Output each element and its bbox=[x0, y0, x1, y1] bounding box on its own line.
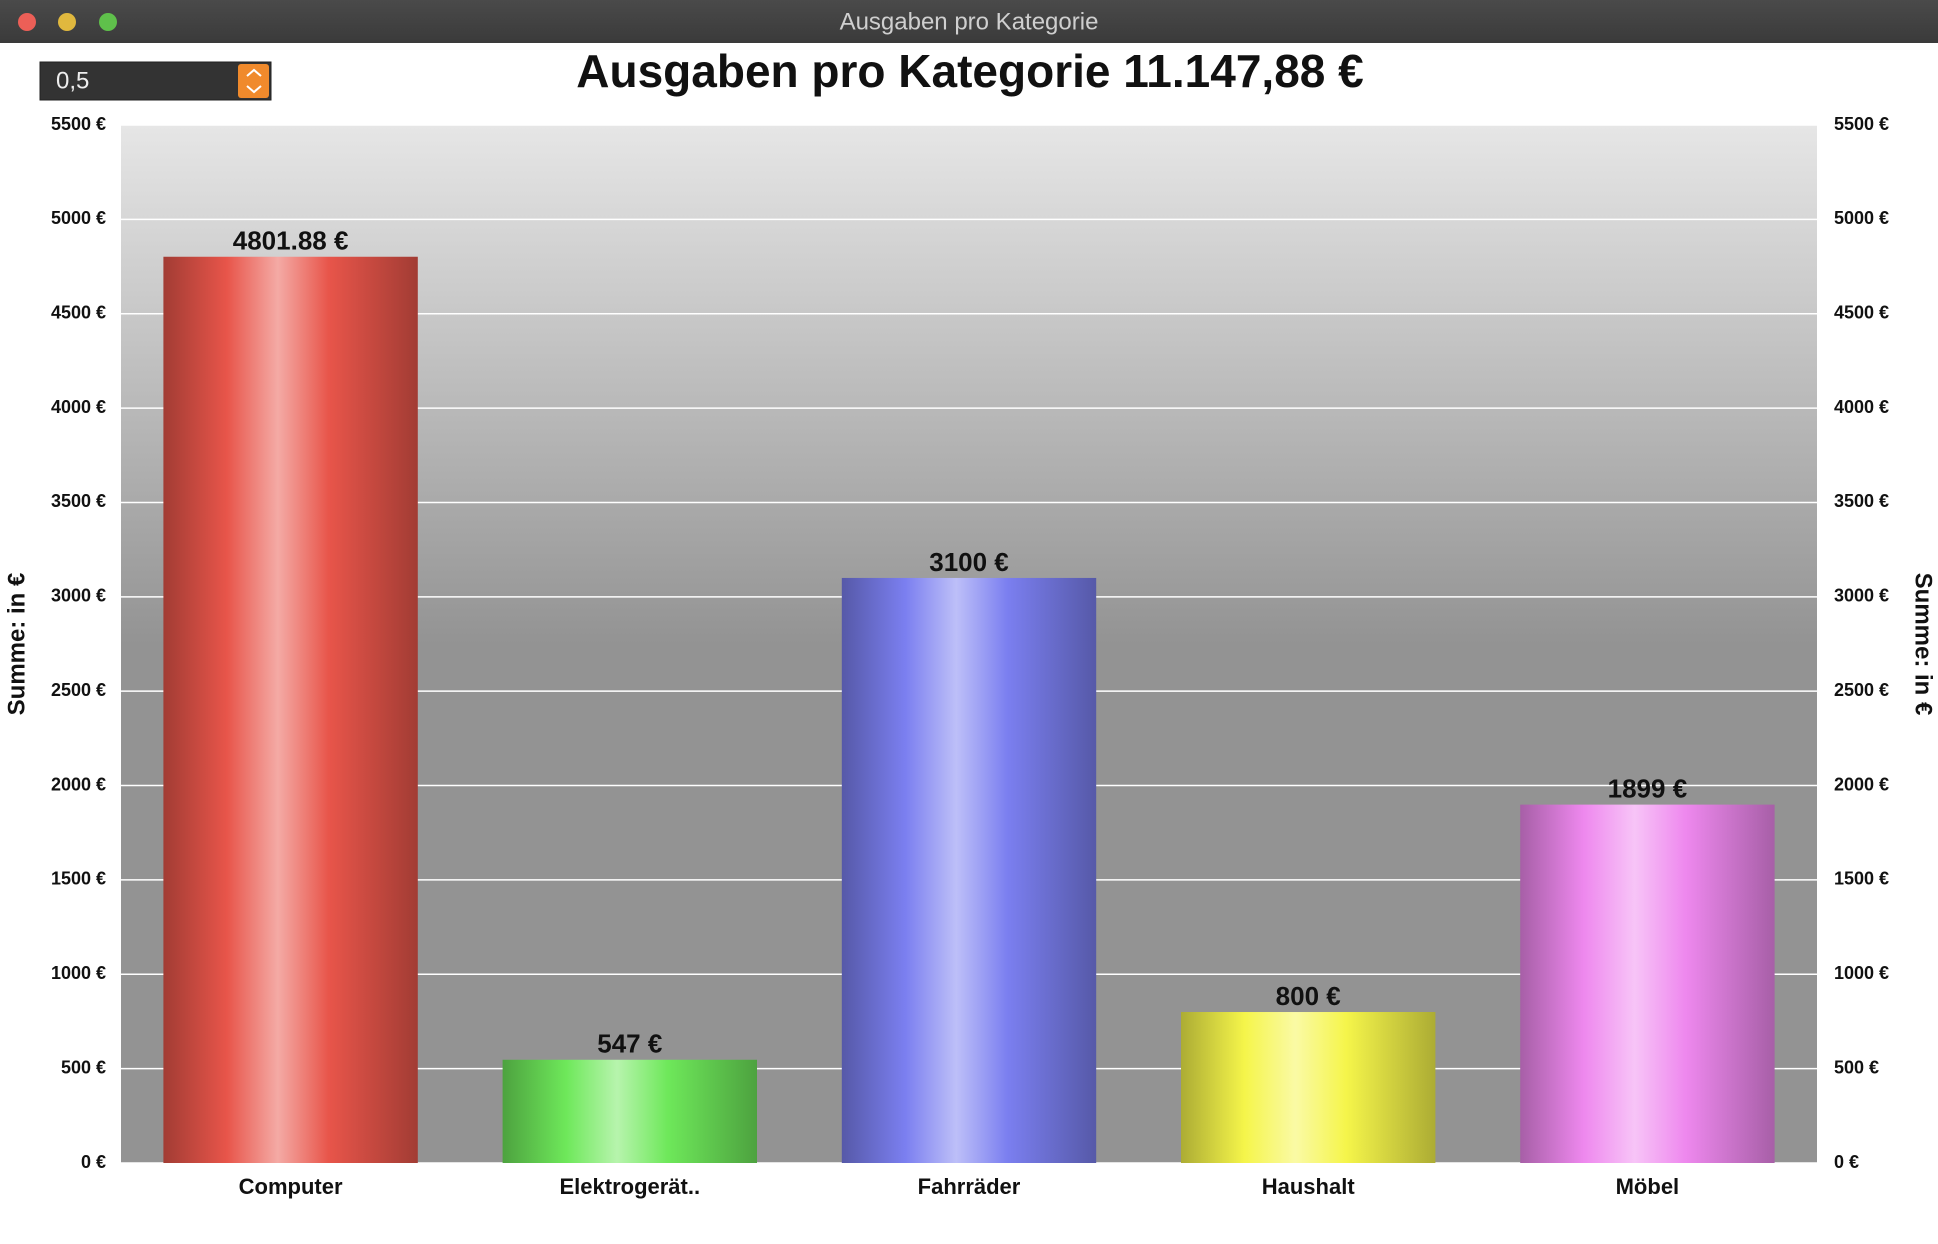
y-axis-label: Summe: in € bbox=[3, 573, 30, 716]
window-title: Ausgaben pro Kategorie bbox=[840, 8, 1099, 35]
value-label: 1899 € bbox=[1608, 773, 1688, 803]
y2-tick-label: 5500 € bbox=[1834, 114, 1889, 134]
y2-tick-label: 500 € bbox=[1834, 1057, 1879, 1077]
y2-tick-label: 4500 € bbox=[1834, 302, 1889, 322]
bar bbox=[1520, 804, 1775, 1163]
close-button[interactable] bbox=[18, 13, 36, 31]
y2-tick-label: 0 € bbox=[1834, 1152, 1859, 1172]
spinner-arrows[interactable] bbox=[238, 64, 269, 98]
y-tick-label: 0 € bbox=[81, 1152, 106, 1172]
spinner-value: 0,5 bbox=[56, 67, 89, 94]
y-tick-label: 4500 € bbox=[51, 302, 106, 322]
y-tick-label: 4000 € bbox=[51, 397, 106, 417]
y-tick-label: 1000 € bbox=[51, 963, 106, 983]
y-tick-label: 3000 € bbox=[51, 586, 106, 606]
x-tick-label: Fahrräder bbox=[918, 1174, 1021, 1199]
y-tick-label: 5000 € bbox=[51, 208, 106, 228]
y2-tick-label: 3500 € bbox=[1834, 491, 1889, 511]
y-tick-label: 5500 € bbox=[51, 114, 106, 134]
y2-tick-label: 5000 € bbox=[1834, 208, 1889, 228]
bar bbox=[841, 577, 1097, 1163]
x-tick-label: Elektrogerät.. bbox=[559, 1174, 700, 1199]
y2-tick-label: 2500 € bbox=[1834, 680, 1889, 700]
x-tick-label: Haushalt bbox=[1262, 1174, 1356, 1199]
x-tick-label: Computer bbox=[239, 1174, 343, 1199]
y-tick-label: 500 € bbox=[61, 1057, 106, 1077]
bar bbox=[163, 256, 418, 1163]
bar bbox=[502, 1059, 757, 1163]
minimize-button[interactable] bbox=[58, 13, 76, 31]
spinner[interactable] bbox=[39, 61, 272, 101]
bar bbox=[1181, 1012, 1436, 1163]
spinner-arrow-icon bbox=[246, 68, 262, 94]
x-tick-label: Möbel bbox=[1616, 1174, 1680, 1199]
zoom-button[interactable] bbox=[99, 13, 117, 31]
chart-title: Ausgaben pro Kategorie 11.147,88 € bbox=[576, 45, 1363, 97]
value-label: 547 € bbox=[597, 1029, 662, 1059]
y2-tick-label: 2000 € bbox=[1834, 774, 1889, 794]
title-bar bbox=[0, 0, 1938, 43]
y2-tick-label: 1000 € bbox=[1834, 963, 1889, 983]
y2-axis-label: Summe: in € bbox=[1910, 573, 1937, 716]
value-label: 800 € bbox=[1276, 981, 1341, 1011]
y-tick-label: 2500 € bbox=[51, 680, 106, 700]
y2-tick-label: 1500 € bbox=[1834, 869, 1889, 889]
value-label: 3100 € bbox=[929, 547, 1009, 577]
y-tick-label: 2000 € bbox=[51, 774, 106, 794]
y2-tick-label: 4000 € bbox=[1834, 397, 1889, 417]
value-label: 4801.88 € bbox=[233, 226, 349, 256]
y-tick-label: 1500 € bbox=[51, 869, 106, 889]
y-tick-label: 3500 € bbox=[51, 491, 106, 511]
y2-tick-label: 3000 € bbox=[1834, 586, 1889, 606]
